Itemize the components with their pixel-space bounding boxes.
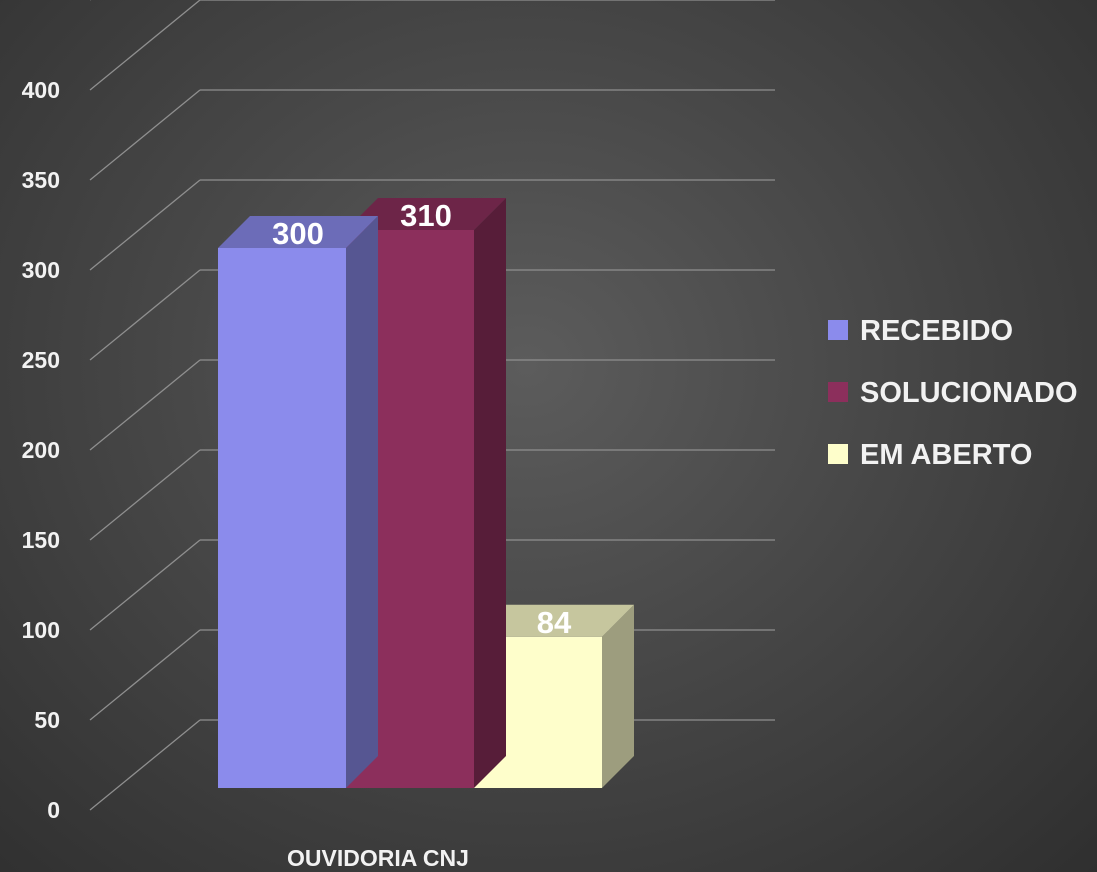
y-tick-label: 400 bbox=[22, 77, 60, 103]
gridline-diagonal bbox=[89, 449, 201, 541]
data-label: 310 bbox=[400, 198, 452, 233]
y-tick-label: 100 bbox=[22, 617, 60, 643]
y-axis-tick-labels: 0 50 100 150 200 250 300 350 400 bbox=[22, 77, 60, 823]
y-tick-label: 200 bbox=[22, 437, 60, 463]
data-labels: 300 310 84 bbox=[272, 198, 572, 640]
y-tick-label: 250 bbox=[22, 347, 60, 373]
gridline-diagonal bbox=[89, 359, 201, 451]
legend-swatch bbox=[828, 444, 848, 464]
x-axis-category-label: OUVIDORIA CNJ bbox=[287, 845, 469, 871]
legend-item: EM ABERTO bbox=[828, 439, 1032, 471]
bar-top bbox=[346, 198, 506, 230]
bar-side bbox=[346, 216, 378, 788]
legend-swatch bbox=[828, 382, 848, 402]
gridline-diagonal bbox=[89, 719, 201, 811]
data-label: 84 bbox=[537, 605, 572, 640]
gridline-diagonal bbox=[89, 269, 201, 361]
y-tick-label: 0 bbox=[47, 797, 60, 823]
gridline-diagonal bbox=[89, 179, 201, 271]
y-tick-label: 50 bbox=[34, 707, 60, 733]
y-tick-label: 350 bbox=[22, 167, 60, 193]
bar-side bbox=[474, 198, 506, 788]
legend-swatch bbox=[828, 320, 848, 340]
bar-top bbox=[474, 604, 634, 637]
y-tick-label: 150 bbox=[22, 527, 60, 553]
data-label: 300 bbox=[272, 216, 324, 251]
legend-label: RECEBIDO bbox=[860, 315, 1013, 347]
bar-top bbox=[218, 216, 378, 248]
legend: RECEBIDO SOLUCIONADO EM ABERTO bbox=[828, 315, 1078, 471]
bars bbox=[218, 198, 634, 788]
gridline-diagonal bbox=[89, 89, 201, 181]
legend-item: SOLUCIONADO bbox=[828, 377, 1078, 409]
legend-label: EM ABERTO bbox=[860, 439, 1032, 471]
gridline-diagonal bbox=[89, 0, 201, 91]
legend-label: SOLUCIONADO bbox=[860, 377, 1078, 409]
y-tick-label: 300 bbox=[22, 257, 60, 283]
bar-front bbox=[218, 248, 346, 788]
bar-side bbox=[602, 604, 634, 788]
bar-recebido bbox=[218, 216, 378, 788]
gridline-diagonal bbox=[89, 629, 201, 721]
legend-item: RECEBIDO bbox=[828, 315, 1013, 347]
gridline-diagonal bbox=[89, 539, 201, 631]
